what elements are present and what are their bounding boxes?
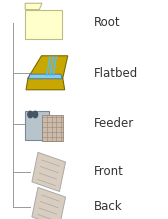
- Text: Feeder: Feeder: [94, 117, 134, 130]
- Text: Root: Root: [94, 16, 121, 30]
- Circle shape: [28, 111, 33, 118]
- FancyBboxPatch shape: [32, 187, 66, 219]
- Polygon shape: [28, 74, 62, 79]
- Text: Flatbed: Flatbed: [94, 67, 138, 80]
- FancyBboxPatch shape: [25, 10, 62, 39]
- Text: Front: Front: [94, 165, 124, 178]
- Polygon shape: [42, 115, 63, 141]
- Polygon shape: [28, 56, 68, 78]
- Circle shape: [33, 111, 38, 118]
- Text: Back: Back: [94, 200, 123, 214]
- FancyBboxPatch shape: [32, 152, 66, 191]
- Polygon shape: [26, 78, 65, 90]
- FancyBboxPatch shape: [25, 111, 49, 140]
- Polygon shape: [25, 3, 42, 10]
